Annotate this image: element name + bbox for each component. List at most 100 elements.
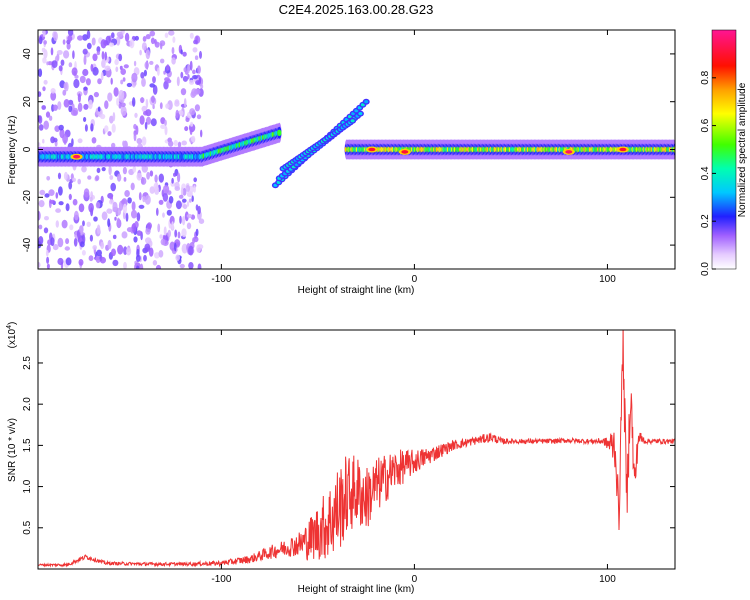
spectrogram-ylabel: Frequency (Hz) (7, 116, 18, 185)
spectrogram-noise-blob (173, 172, 177, 177)
spectrogram-noise-blob (46, 263, 50, 269)
spectrogram-noise-blob (191, 195, 194, 202)
spectrogram-noise-blob (129, 39, 135, 49)
snr-frame (37, 329, 676, 570)
spectrogram-noise-blob (38, 115, 43, 124)
spectrogram-noise-blob (139, 263, 144, 269)
spectrogram-noise-blob (123, 177, 127, 182)
spectrogram-noise-blob (168, 140, 174, 147)
spectrogram-noise-blob (62, 39, 66, 45)
spectrogram-noise-blob (182, 75, 188, 82)
spectrogram-noise-blob (195, 204, 199, 211)
spectrogram-noise-blob (96, 51, 101, 56)
spectrogram-noise-blob (92, 66, 99, 76)
spectrogram-noise-blob (57, 172, 62, 180)
spectrogram-noise-blob (159, 102, 163, 110)
spectrogram-noise-blob (192, 237, 196, 245)
spectrogram-noise-blob (186, 213, 193, 219)
spectrogram-noise-blob (166, 209, 172, 216)
spectrogram-noise-blob (122, 166, 127, 175)
spectrogram-noise-blob (200, 129, 203, 138)
spectrogram-noise-blob (79, 75, 86, 84)
spectrogram-noise-blob (116, 31, 123, 37)
spectrogram-noise-blob (78, 259, 84, 266)
spectrogram-noise-blob (67, 35, 73, 42)
spectrogram-noise-blob (181, 228, 187, 238)
spectrogram-noise-blob (184, 126, 189, 132)
spectrogram-noise-blob (134, 112, 138, 118)
spectrogram-noise-blob (110, 77, 113, 85)
spectrogram-noise-blob (126, 82, 133, 88)
spectrogram-noise-blob (150, 118, 157, 127)
spectrogram-noise-blob (73, 78, 80, 89)
spectrogram-noise-blob (143, 69, 147, 77)
spectrogram-ytick-label: 40 (22, 48, 33, 60)
spectrogram-noise-blob (189, 60, 193, 71)
spectrogram-noise-blob (120, 79, 124, 85)
spectrogram-noise-blob (166, 79, 172, 84)
spectrogram-noise-blob (49, 199, 56, 204)
spectrogram-noise-blob (149, 30, 156, 37)
spectrogram-noise-blob (57, 101, 62, 110)
spectrogram-peak (565, 150, 573, 154)
spectrogram-noise-blob (182, 198, 187, 203)
spectrogram-noise-blob (141, 77, 146, 87)
snr-xtick-label: -100 (211, 574, 231, 585)
spectrogram-noise-blob (85, 78, 91, 86)
spectrogram-noise-blob (132, 165, 137, 173)
spectrogram-noise-blob (126, 227, 133, 233)
spectrogram-noise-blob (169, 241, 176, 251)
spectrogram-noise-blob (111, 248, 116, 257)
snr-ytick-label: 2.0 (22, 397, 33, 411)
colorbar-tick-label: 0.0 (700, 262, 711, 276)
spectrogram-noise-blob (182, 216, 186, 226)
spectrogram-noise-blob (189, 79, 195, 85)
spectrogram-noise-blob (116, 173, 122, 182)
spectrogram-noise-blob (139, 49, 142, 56)
spectrogram-ytick-label: 0 (22, 146, 33, 152)
spectrogram-noise-blob (126, 247, 132, 256)
spectrogram-band-cell (277, 129, 282, 136)
spectrogram-noise-blob (63, 82, 68, 90)
spectrogram-noise-blob (55, 192, 59, 199)
spectrogram-noise-blob (163, 226, 167, 236)
snr-xlabel: Height of straight line (km) (298, 584, 415, 595)
spectrogram-noise-blob (65, 238, 70, 245)
spectrogram-noise-blob (38, 262, 41, 268)
snr-xtick-label: 100 (599, 574, 616, 585)
spectrogram-noise-blob (107, 239, 112, 250)
spectrogram-noise-blob (131, 223, 137, 233)
spectrogram-noise-blob (133, 60, 137, 67)
spectrogram-noise-blob (44, 193, 50, 198)
spectrogram-noise-blob (38, 124, 44, 131)
spectrogram-noise-blob (66, 42, 71, 50)
spectrogram-noise-blob (140, 177, 147, 185)
spectrogram-noise-blob (97, 106, 101, 112)
spectrogram-track-core (358, 112, 363, 116)
spectrogram-noise-blob (144, 121, 148, 130)
spectrogram-peak (368, 147, 376, 152)
chart-title: C2E4.2025.163.00.28.G23 (279, 2, 434, 17)
spectrogram-noise-blob (146, 222, 152, 230)
spectrogram-noise-blob (189, 108, 196, 116)
spectrogram-noise-blob (118, 53, 123, 62)
spectrogram-noise-blob (87, 175, 92, 180)
spectrogram-noise-blob (179, 263, 185, 269)
spectrogram-noise-blob (47, 61, 53, 66)
spectrogram-noise-blob (160, 42, 163, 50)
spectrogram-noise-blob (142, 36, 147, 42)
spectrogram-noise-blob (198, 218, 205, 224)
spectrogram-noise-blob (171, 221, 174, 230)
spectrogram-noise-blob (50, 88, 56, 94)
spectrogram-noise-blob (100, 39, 107, 49)
snr-ticks: -100 0 100 0.5 1.0 1.5 2.0 2.5 (22, 330, 675, 585)
spectrogram-noise-blob (86, 30, 91, 40)
spectrogram-noise-blob (38, 236, 44, 245)
spectrogram-noise-blob (104, 125, 109, 133)
spectrogram-noise-blob (177, 231, 181, 239)
spectrogram-noise-blob (138, 192, 142, 201)
spectrogram-noise-blob (158, 199, 164, 205)
spectrogram-noise-blob (83, 86, 88, 91)
spectrogram-noise-blob (131, 201, 136, 211)
spectrogram-noise-blob (82, 68, 89, 77)
